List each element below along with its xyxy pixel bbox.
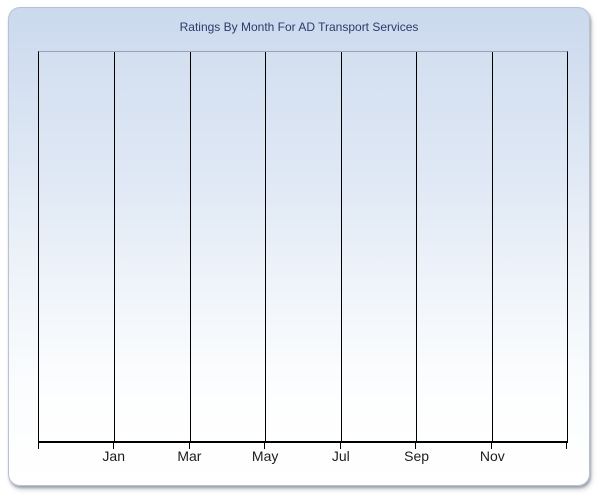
vertical-gridline [340,52,342,441]
x-axis-tick [415,443,417,449]
x-axis-tick-label: Jul [331,448,350,464]
chart-title: Ratings By Month For AD Transport Servic… [179,20,419,34]
x-axis-tick [566,443,567,449]
x-axis-tick [113,443,115,449]
vertical-gridline [416,52,418,441]
x-axis-tick-label: Sep [404,448,430,464]
x-axis-tick-label: Mar [177,448,202,464]
vertical-gridline [491,52,493,441]
x-axis-labels: Jan Mar May Jul Sep Nov [38,448,568,466]
x-axis-tick [188,443,190,449]
x-axis-tick [38,443,39,449]
x-axis-tick-label: Nov [479,448,505,464]
x-axis-tick-label: Jan [102,448,125,464]
vertical-gridline [265,52,267,441]
x-axis-tick [264,443,266,449]
vertical-gridline [114,52,116,441]
chart-panel: Ratings By Month For AD Transport Servic… [8,7,590,486]
x-axis-tick [490,443,492,449]
x-axis-tick-label: May [251,448,279,464]
vertical-gridline [189,52,191,441]
plot-area [38,51,568,449]
x-axis-tick [339,443,341,449]
